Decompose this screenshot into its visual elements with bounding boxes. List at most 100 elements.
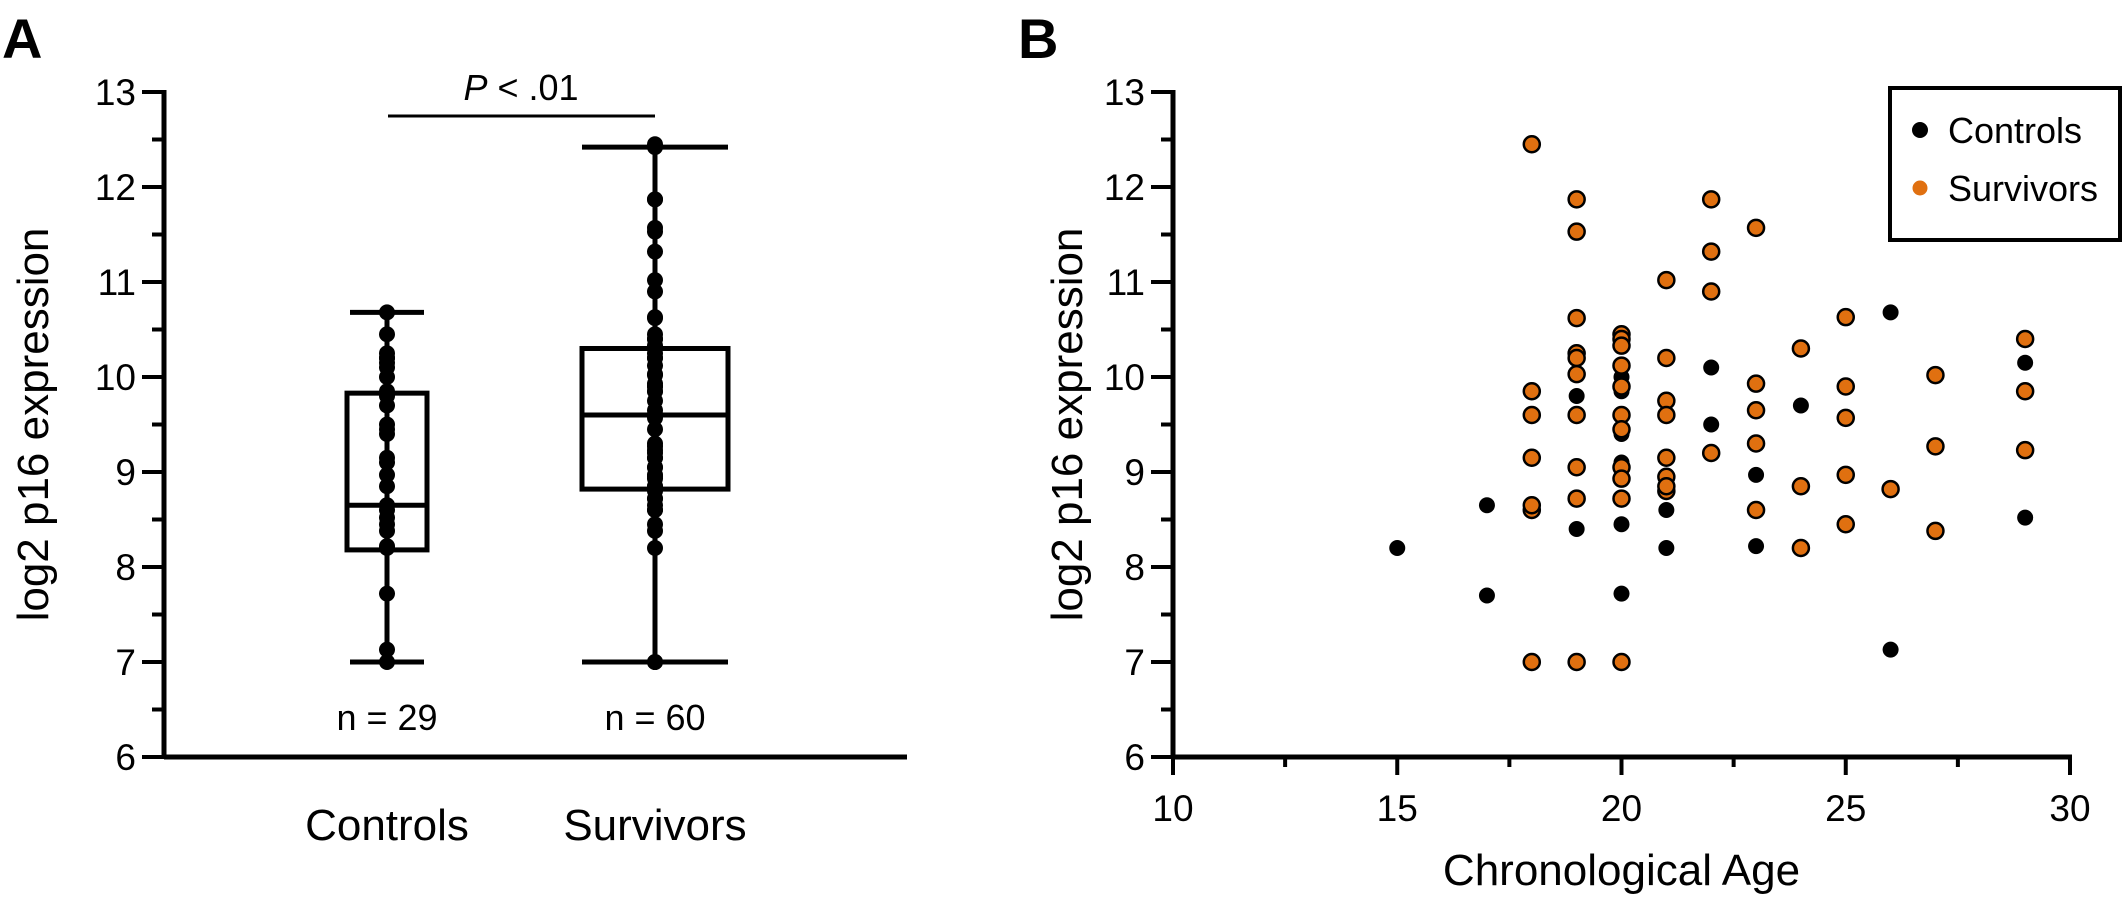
y-tick-label: 6 (1124, 737, 1145, 778)
data-point (1567, 458, 1586, 477)
data-point (379, 466, 395, 483)
data-point (1701, 190, 1721, 209)
legend-marker-survivors (1911, 179, 1929, 197)
data-point (1703, 416, 1720, 433)
data-point (1836, 377, 1855, 396)
y-tick-label: 10 (95, 357, 136, 398)
x-tick-label: 25 (1825, 788, 1866, 829)
legend-label: Survivors (1948, 168, 2098, 209)
y-tick-label: 7 (115, 642, 136, 683)
data-point (379, 497, 395, 514)
data-point (2015, 329, 2035, 349)
data-point (1567, 348, 1586, 368)
data-point (1791, 538, 1811, 558)
data-point (1567, 364, 1586, 384)
data-point (1836, 408, 1855, 428)
data-point (1612, 652, 1631, 672)
data-point (1882, 304, 1899, 321)
p-symbol: P (463, 67, 487, 108)
data-point (1522, 448, 1542, 467)
y-tick-label: 13 (95, 72, 136, 113)
data-point (379, 478, 395, 495)
data-point (1657, 405, 1676, 425)
data-point (1791, 339, 1811, 358)
data-point (647, 540, 663, 556)
data-point (1613, 516, 1630, 533)
series-controls (1389, 304, 2034, 658)
legend-marker-controls (1912, 122, 1928, 138)
data-point (1522, 382, 1542, 401)
data-point (1748, 466, 1765, 483)
data-point (1657, 348, 1676, 368)
data-point (379, 654, 395, 670)
panel-a-label: A (2, 7, 42, 70)
y-tick-label: 7 (1124, 642, 1145, 683)
data-point (1657, 477, 1676, 496)
data-point (647, 136, 663, 153)
data-point (647, 654, 663, 670)
legend: Controls Survivors (1888, 86, 2122, 242)
x-tick-label: 10 (1152, 788, 1193, 829)
data-point (1567, 222, 1586, 241)
data-point (1792, 397, 1809, 414)
data-point (379, 383, 395, 400)
y-axis-label: log2 p16 expression (1043, 228, 1092, 622)
data-point (1567, 652, 1586, 672)
data-point (1568, 521, 1585, 537)
data-point (1791, 477, 1811, 496)
x-category-label: Controls (305, 801, 469, 850)
x-axis-label: Chronological Age (1443, 846, 1800, 895)
y-tick-label: 11 (98, 262, 136, 303)
data-point (2015, 382, 2035, 401)
data-point (379, 345, 395, 362)
data-point (1746, 218, 1766, 238)
data-point (2017, 354, 2034, 371)
data-point (647, 421, 663, 438)
data-point (1567, 190, 1586, 209)
data-point (379, 326, 395, 343)
data-point (1657, 270, 1676, 290)
data-point (1746, 374, 1766, 393)
x-tick-label: 30 (2049, 788, 2090, 829)
data-point (1658, 502, 1675, 518)
data-point (647, 272, 663, 289)
n-label: n = 29 (336, 697, 437, 738)
y-tick-label: 8 (115, 547, 136, 588)
data-point (647, 191, 663, 208)
data-point (647, 219, 663, 236)
data-point (647, 326, 663, 343)
data-point (647, 309, 663, 326)
data-point (1836, 515, 1855, 534)
legend-label: Controls (1948, 110, 2082, 151)
y-tick-label: 6 (115, 737, 136, 778)
data-point (1746, 434, 1766, 453)
box-survivors (579, 136, 731, 670)
data-point (1836, 307, 1855, 327)
data-point (379, 449, 395, 466)
n-label: n = 60 (604, 697, 705, 738)
data-point (1522, 652, 1542, 672)
data-point (1613, 585, 1630, 602)
data-point (1568, 388, 1585, 404)
data-point (1612, 336, 1631, 355)
y-tick-label: 11 (1107, 262, 1145, 303)
y-tick-label: 8 (1124, 547, 1145, 588)
p-value-annotation: P < .01 (463, 67, 578, 108)
y-tick-label: 12 (1104, 167, 1145, 208)
data-point (1881, 479, 1900, 499)
y-tick-label: 9 (115, 452, 136, 493)
data-point (1926, 365, 1945, 385)
data-point (1701, 282, 1721, 301)
data-point (1926, 521, 1945, 541)
data-point (1522, 405, 1542, 425)
x-tick-label: 20 (1601, 788, 1642, 829)
y-tick-label: 12 (95, 167, 136, 208)
data-point (1567, 405, 1586, 425)
data-point (1701, 242, 1721, 261)
data-point (1746, 401, 1766, 420)
data-point (1612, 420, 1631, 439)
data-point (647, 449, 663, 466)
y-tick-label: 10 (1104, 357, 1145, 398)
data-point (1522, 496, 1542, 515)
